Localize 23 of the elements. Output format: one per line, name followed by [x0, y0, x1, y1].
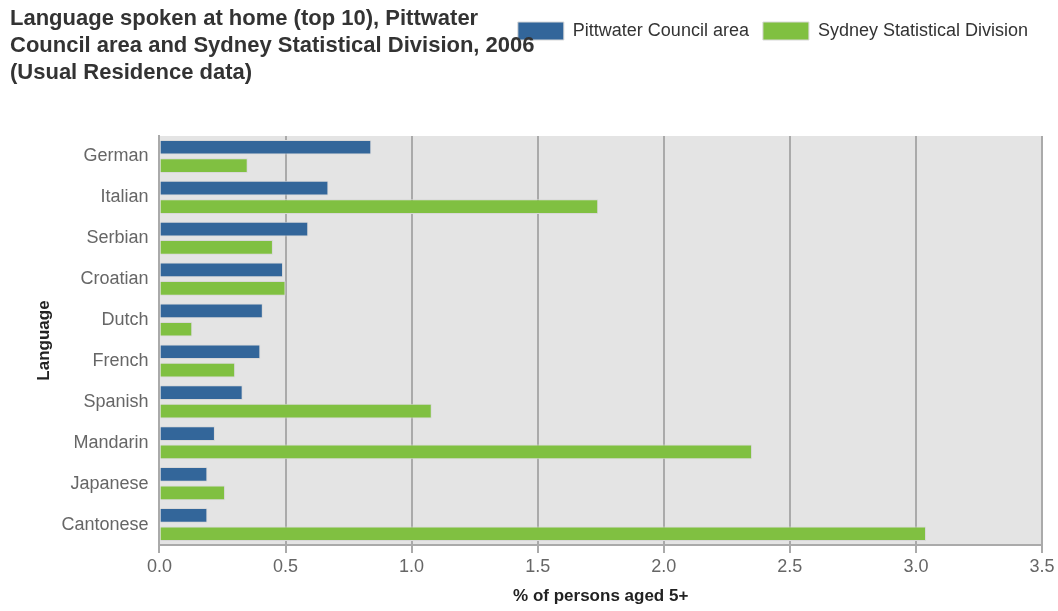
- y-tick-label: Croatian: [80, 268, 149, 289]
- legend-label: Sydney Statistical Division: [817, 19, 1029, 40]
- y-tick-label: French: [92, 349, 149, 370]
- y-axis-title: Language: [33, 300, 53, 381]
- y-tick-label: Mandarin: [73, 431, 149, 452]
- y-tick-label: Italian: [100, 186, 149, 207]
- x-tick-label: 0.5: [273, 555, 299, 576]
- x-tick-label: 1.0: [399, 555, 425, 576]
- y-tick-label: Cantonese: [61, 513, 149, 534]
- x-axis-title: % of persons aged 5+: [513, 586, 689, 606]
- x-tick-label: 0.0: [146, 555, 172, 576]
- x-tick-label: 2.5: [777, 555, 803, 576]
- x-tick-label: 3.0: [903, 555, 929, 576]
- x-tick-label: 2.0: [651, 555, 677, 576]
- legend-label: Pittwater Council area: [572, 19, 750, 40]
- x-tick-label: 3.5: [1029, 555, 1055, 576]
- y-tick-label: Dutch: [101, 309, 149, 330]
- y-tick-label: Spanish: [83, 390, 149, 411]
- y-tick-label: German: [83, 145, 149, 166]
- y-tick-label: Serbian: [86, 227, 149, 248]
- x-tick-label: 1.5: [525, 555, 551, 576]
- y-tick-label: Japanese: [70, 472, 149, 493]
- chart-title: Language spoken at home (top 10), Pittwater Council area and Sydney Statistical Division, 2006 (Usual Residence data): [10, 4, 536, 85]
